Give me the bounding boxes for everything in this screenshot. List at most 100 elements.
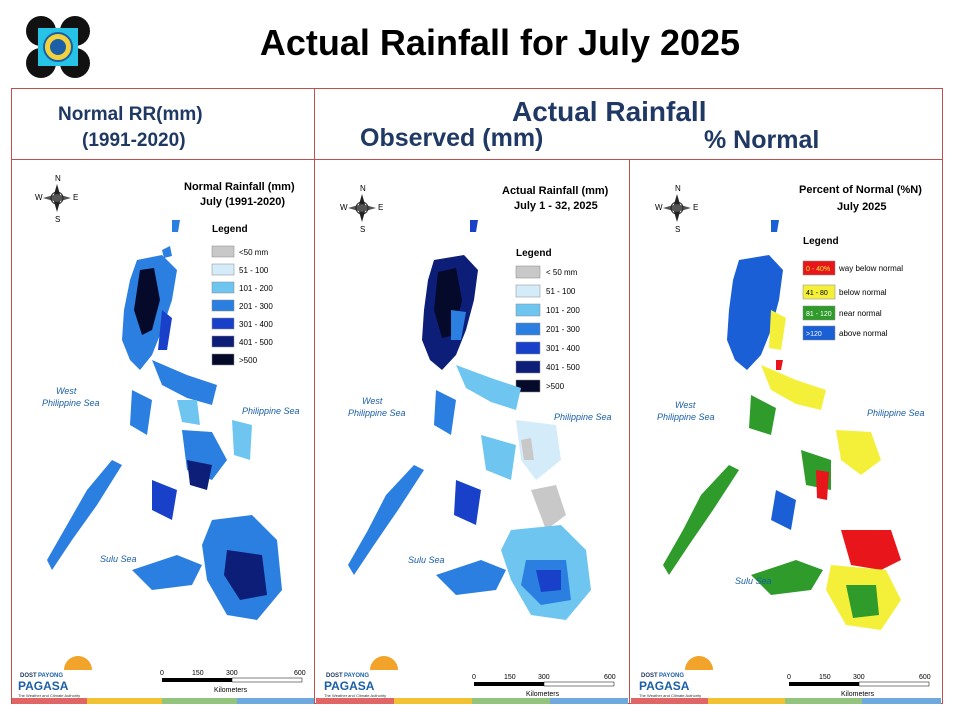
compass-rose: N S E W bbox=[35, 174, 78, 224]
color-strip-red bbox=[631, 698, 708, 704]
sea-label-west: West bbox=[56, 386, 77, 396]
page-title: Actual Rainfall for July 2025 bbox=[259, 22, 741, 63]
legend-swatch bbox=[211, 245, 235, 258]
compass-w: W bbox=[340, 203, 348, 212]
color-strip-blue bbox=[550, 698, 628, 704]
legend-swatch bbox=[515, 265, 541, 279]
compass-w: W bbox=[35, 193, 43, 202]
legend-swatch bbox=[211, 317, 235, 330]
color-strip-blue bbox=[862, 698, 941, 704]
sea-label-sulu: Sulu Sea bbox=[408, 555, 445, 565]
legend-swatch bbox=[802, 284, 836, 300]
philippines-map-actual bbox=[348, 220, 591, 620]
legend-swatch bbox=[211, 263, 235, 276]
sea-label-west2: Philippine Sea bbox=[348, 408, 406, 418]
map-title-2: Actual Rainfall (mm) bbox=[502, 185, 609, 197]
legend-label: 41 - 80 bbox=[806, 290, 828, 297]
legend-label: <50 mm bbox=[239, 248, 268, 257]
legend-swatch bbox=[802, 325, 836, 341]
compass-s: S bbox=[55, 215, 60, 224]
svg-text:PAYONG: PAYONG bbox=[659, 673, 684, 679]
pagasa-logo bbox=[24, 14, 92, 80]
compass-s: S bbox=[675, 225, 680, 234]
sea-label-east: Philippine Sea bbox=[242, 406, 300, 416]
pagasa-brand-logo: DOST PAYONG PAGASA The Weather and Clima… bbox=[324, 656, 398, 698]
svg-text:600: 600 bbox=[294, 670, 306, 677]
observed-header: Observed (mm) bbox=[360, 124, 544, 152]
legend-label: 401 - 500 bbox=[239, 338, 273, 347]
sea-label-west: West bbox=[675, 400, 696, 410]
svg-text:600: 600 bbox=[604, 674, 616, 681]
legend-1: <50 mm 51 - 100 101 - 200 201 - 300 301 … bbox=[211, 245, 273, 366]
color-strip-red bbox=[316, 698, 394, 704]
legend-title-1: Legend bbox=[212, 224, 248, 235]
compass-n: N bbox=[55, 174, 61, 183]
map-title-1: Normal Rainfall (mm) bbox=[184, 181, 295, 193]
legend-swatch bbox=[211, 335, 235, 348]
map-subtitle-1: July (1991-2020) bbox=[200, 196, 285, 208]
svg-text:0: 0 bbox=[472, 674, 476, 681]
color-strip-blue bbox=[237, 698, 314, 704]
compass-n: N bbox=[675, 184, 681, 193]
color-strip-green bbox=[785, 698, 862, 704]
svg-text:PAYONG: PAYONG bbox=[344, 673, 369, 679]
actual-rainfall-header: Actual Rainfall bbox=[512, 96, 707, 127]
svg-text:150: 150 bbox=[192, 670, 204, 677]
sea-label-east: Philippine Sea bbox=[867, 408, 925, 418]
map-panel-actual: N S E W Actual Rainfall (mm) July 1 - 32… bbox=[316, 160, 628, 702]
legend-label: 81 - 120 bbox=[806, 311, 832, 318]
scale-bar-1: 0 150 300 600 Kilometers bbox=[160, 670, 306, 694]
legend-desc: way below normal bbox=[838, 264, 903, 273]
legend-label: 201 - 300 bbox=[239, 302, 273, 311]
svg-text:150: 150 bbox=[504, 674, 516, 681]
legend-label: 101 - 200 bbox=[239, 284, 273, 293]
map-subtitle-3: July 2025 bbox=[837, 201, 887, 213]
legend-label: 51 - 100 bbox=[546, 287, 576, 296]
svg-text:The Weather and Climate Author: The Weather and Climate Authority bbox=[324, 693, 386, 698]
svg-text:DOST: DOST bbox=[326, 673, 343, 679]
sea-label-east: Philippine Sea bbox=[554, 412, 612, 422]
svg-text:DOST: DOST bbox=[20, 673, 37, 679]
sea-label-sulu: Sulu Sea bbox=[735, 576, 772, 586]
legend-swatch bbox=[515, 303, 541, 317]
philippines-map-normal bbox=[47, 220, 282, 620]
legend-label: 201 - 300 bbox=[546, 325, 580, 334]
legend-label: >500 bbox=[239, 356, 258, 365]
scale-bar-2: 0 150 300 600 Kilometers bbox=[472, 674, 616, 698]
legend-swatch bbox=[211, 281, 235, 294]
svg-text:0: 0 bbox=[160, 670, 164, 677]
legend-swatch bbox=[515, 341, 541, 355]
svg-text:PAGASA: PAGASA bbox=[18, 679, 69, 693]
legend-3: 0 - 40% way below normal 41 - 80 below n… bbox=[802, 260, 903, 341]
legend-label: 301 - 400 bbox=[546, 344, 580, 353]
svg-text:Kilometers: Kilometers bbox=[841, 691, 875, 698]
legend-label: >500 bbox=[546, 382, 565, 391]
svg-text:300: 300 bbox=[538, 674, 550, 681]
svg-text:0: 0 bbox=[787, 674, 791, 681]
legend-swatch bbox=[515, 379, 541, 393]
compass-rose: N S E W bbox=[655, 184, 698, 234]
map-subtitle-2: July 1 - 32, 2025 bbox=[514, 200, 598, 212]
legend-desc: above normal bbox=[839, 329, 888, 338]
legend-title-2: Legend bbox=[516, 248, 552, 259]
percent-normal-header: % Normal bbox=[704, 126, 820, 154]
sea-label-sulu: Sulu Sea bbox=[100, 554, 137, 564]
compass-e: E bbox=[693, 203, 698, 212]
compass-w: W bbox=[655, 203, 663, 212]
normal-header-line1: Normal RR(mm) bbox=[58, 104, 203, 125]
color-strip-yellow bbox=[708, 698, 785, 704]
color-strip-red bbox=[12, 698, 87, 704]
color-strip-green bbox=[162, 698, 237, 704]
color-strip-yellow bbox=[394, 698, 472, 704]
legend-label: 51 - 100 bbox=[239, 266, 269, 275]
compass-rose: N S E W bbox=[340, 184, 383, 234]
legend-label: 301 - 400 bbox=[239, 320, 273, 329]
svg-text:PAGASA: PAGASA bbox=[639, 679, 690, 693]
legend-desc: near normal bbox=[839, 309, 882, 318]
legend-desc: below normal bbox=[839, 288, 887, 297]
legend-label: 401 - 500 bbox=[546, 363, 580, 372]
color-strip-green bbox=[472, 698, 550, 704]
legend-swatch bbox=[802, 305, 836, 321]
compass-e: E bbox=[73, 193, 78, 202]
compass-e: E bbox=[378, 203, 383, 212]
